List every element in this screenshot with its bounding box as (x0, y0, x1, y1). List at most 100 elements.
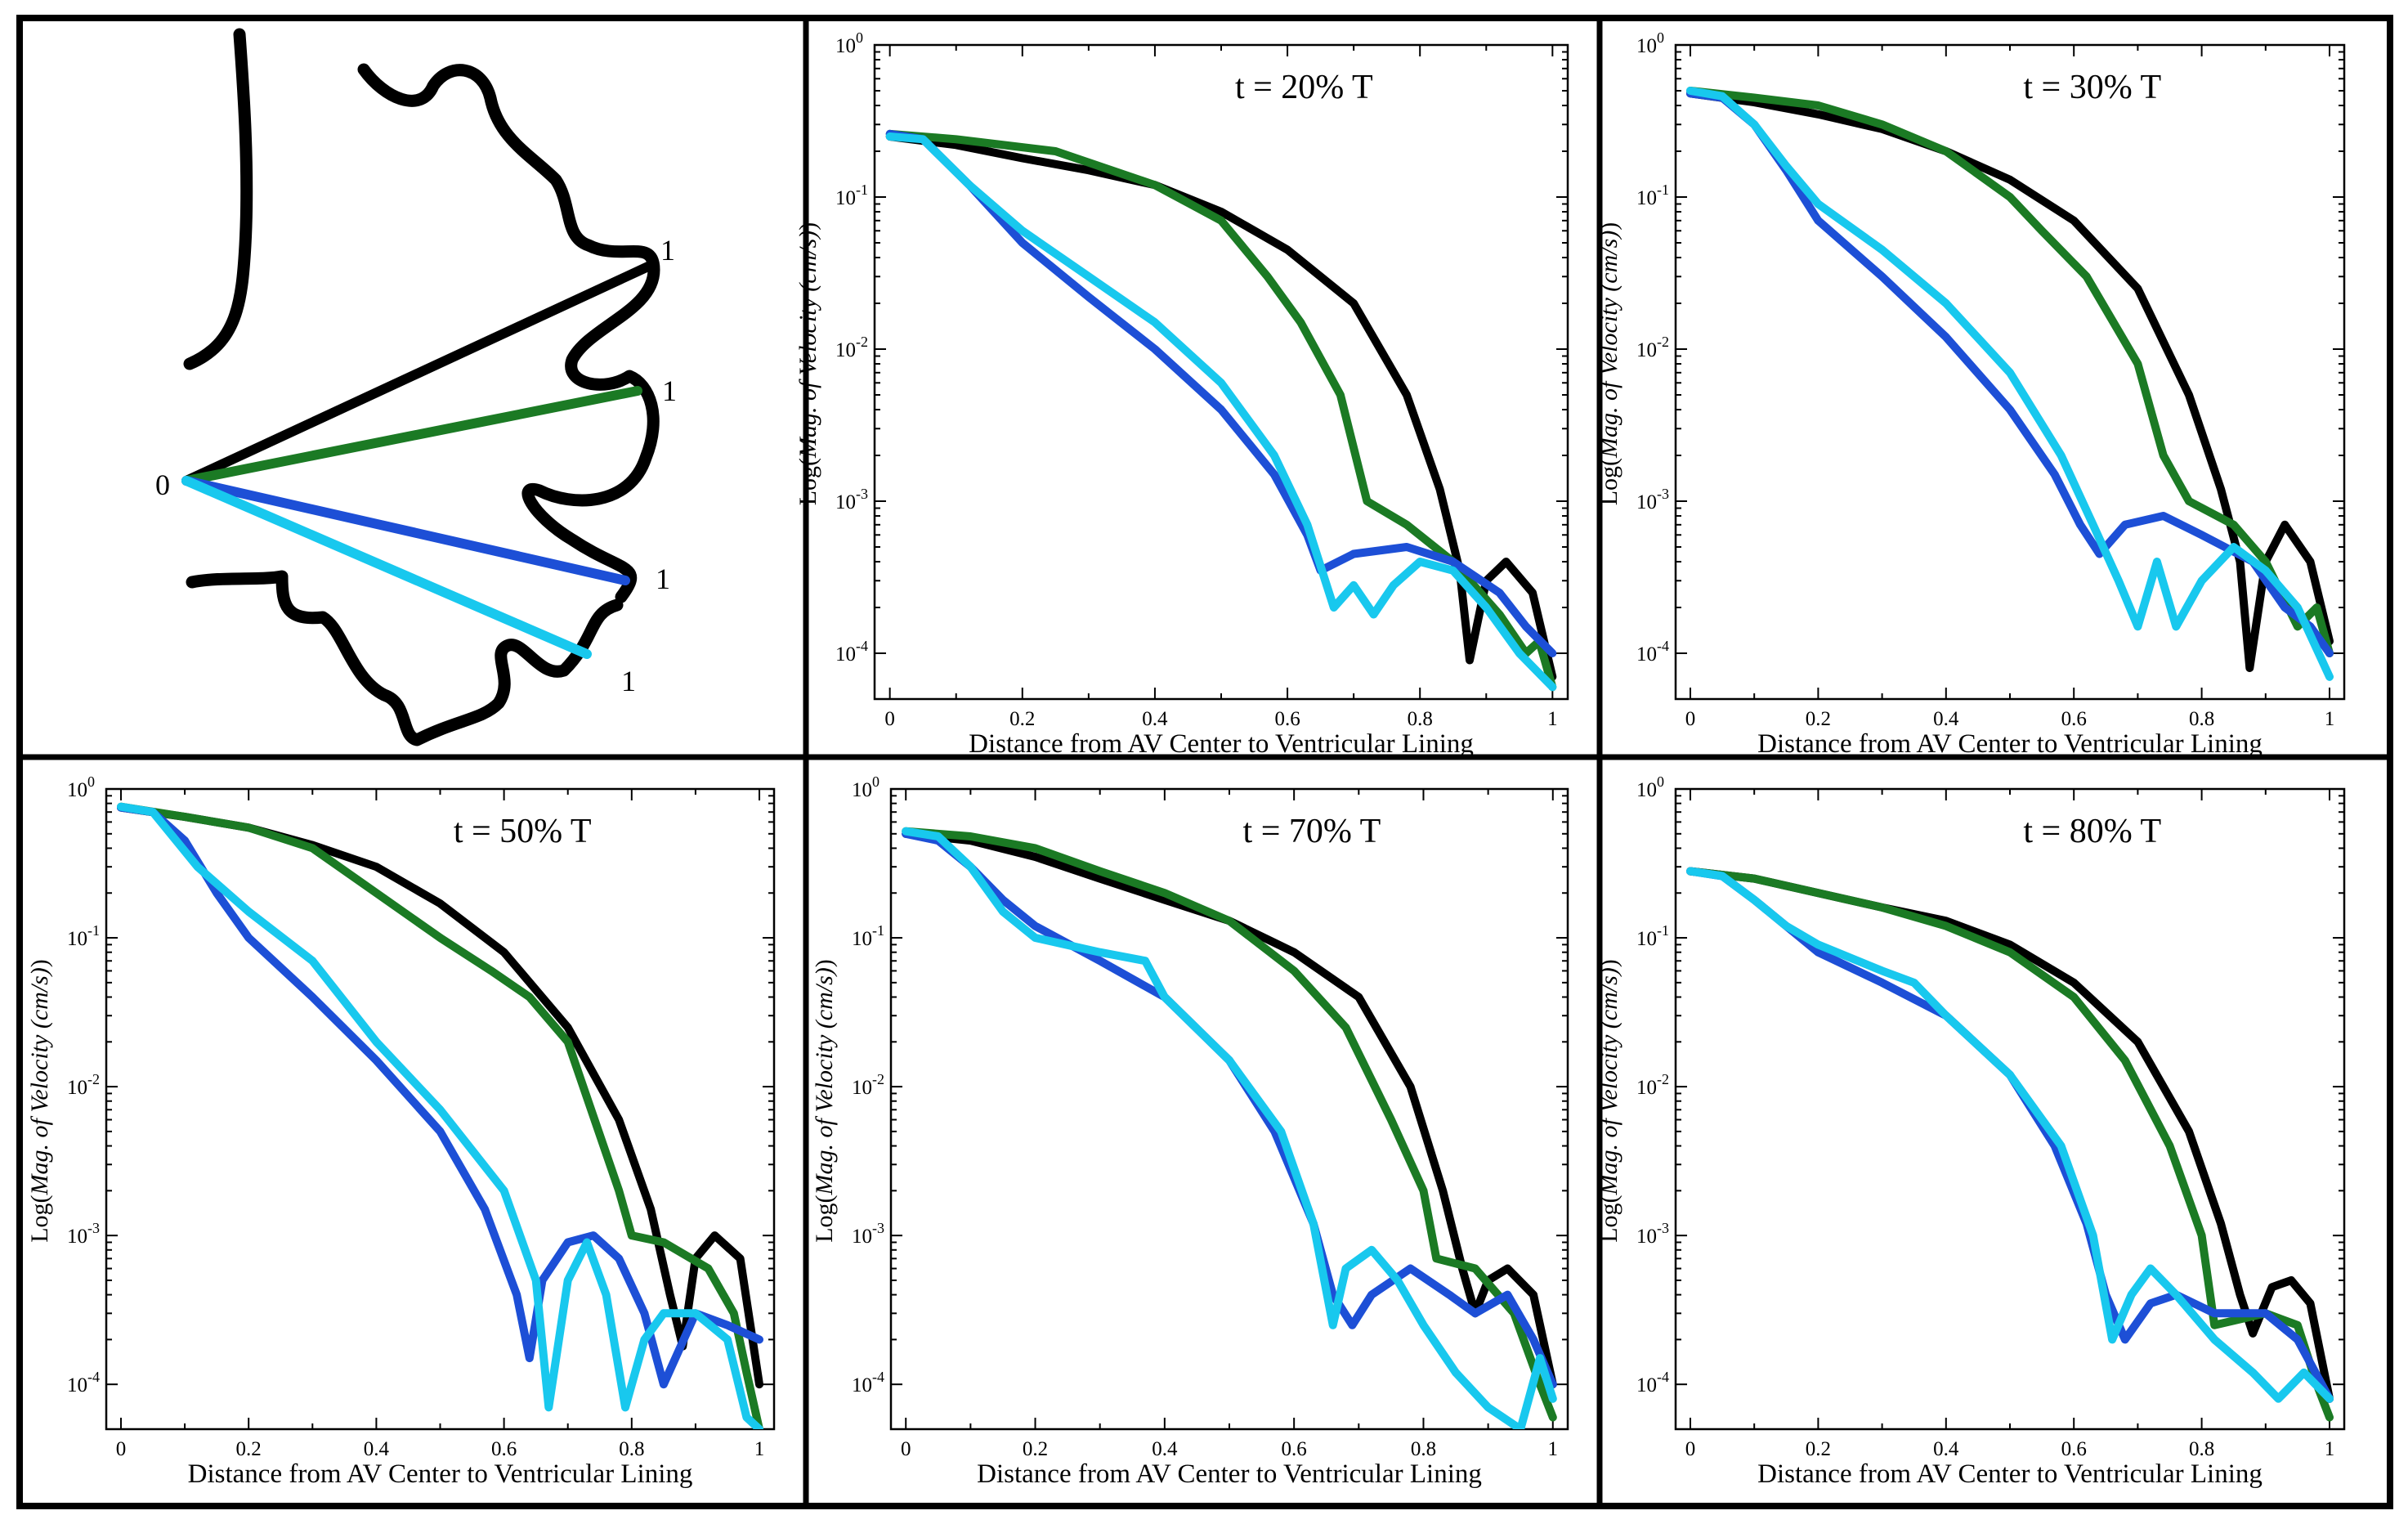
y-tick-label: 100 (67, 773, 95, 801)
chart-panel-3: 10-4 10-3 10-2 10-1 100 0 0.2 0.4 0.6 0.8 1 t = 50%… (26, 773, 776, 1489)
ventricular-lining-upper (357, 63, 660, 603)
x-tick-label: 1 (1548, 1438, 1559, 1460)
x-tick-label: 0 (1685, 708, 1696, 730)
y-tick-label: 10-1 (1636, 182, 1669, 209)
x-tick-label: 0.8 (2189, 1438, 2214, 1460)
x-tick-label: 0.8 (619, 1438, 644, 1460)
x-tick-label: 0 (1685, 1438, 1696, 1460)
panel-title: t = 30% T (2023, 69, 2161, 106)
y-tick-label: 10-1 (1636, 922, 1669, 950)
series-line-blue (117, 803, 763, 1389)
x-tick-label: 0.4 (1142, 708, 1168, 730)
x-tick-label: 1 (2325, 708, 2335, 730)
x-tick-label: 0.6 (1274, 708, 1300, 730)
panel-title: t = 70% T (1243, 813, 1381, 850)
x-tick-label: 0.6 (2061, 708, 2087, 730)
y-tick-label: 10-2 (852, 1071, 884, 1099)
x-tick-label: 0.8 (1408, 708, 1433, 730)
y-tick-label: 10-2 (67, 1071, 100, 1099)
y-tick-label: 10-3 (1636, 1220, 1669, 1248)
x-tick-label: 0.6 (2061, 1438, 2087, 1460)
y-tick-label: 10-1 (852, 922, 884, 950)
ray-black (181, 261, 655, 486)
ray-cyan (181, 476, 592, 659)
end-label-cyan: 1 (621, 665, 636, 697)
chart-panel-2: 10-4 10-3 10-2 10-1 100 0 0.2 0.4 0.6 0.8 1 t = 30%… (1596, 29, 2346, 759)
y-tick-label: 10-4 (67, 1369, 100, 1396)
y-tick-label: 10-4 (835, 638, 868, 666)
y-tick-label: 10-1 (67, 922, 100, 950)
x-tick-label: 0 (884, 708, 895, 730)
series-line-green (117, 802, 763, 1429)
figure-frame (16, 15, 2393, 1509)
y-axis-label: Log(Mag. of Velocity (cm/s)) (794, 222, 821, 506)
x-tick-label: 0.2 (1009, 708, 1035, 730)
series-line-green (885, 129, 1557, 692)
end-label-green: 1 (662, 374, 677, 407)
x-tick-label: 0 (116, 1438, 127, 1460)
x-tick-label: 0.2 (1806, 1438, 1831, 1460)
y-tick-label: 100 (835, 29, 863, 57)
origin-label: 0 (155, 468, 170, 501)
end-label-blue: 1 (656, 563, 670, 595)
panel-title: t = 80% T (2023, 813, 2161, 850)
x-tick-label: 0.4 (1933, 1438, 1959, 1460)
x-axis-label: Distance from AV Center to Ventricular L… (1757, 1459, 2263, 1489)
y-tick-label: 10-4 (1636, 638, 1669, 666)
y-tick-label: 100 (1636, 773, 1664, 801)
end-label-black: 1 (660, 234, 675, 267)
x-tick-label: 1 (2325, 1438, 2335, 1460)
x-tick-label: 1 (1547, 708, 1558, 730)
y-tick-label: 10-3 (835, 486, 868, 513)
series-line-green (902, 827, 1557, 1422)
x-tick-label: 0.4 (1152, 1438, 1178, 1460)
panel-title: t = 50% T (454, 813, 592, 850)
x-tick-label: 0.8 (1411, 1438, 1436, 1460)
ventricular-lining-lower (186, 570, 624, 746)
x-axis-label: Distance from AV Center to Ventricular L… (977, 1459, 1482, 1489)
y-tick-label: 10-4 (852, 1369, 884, 1396)
y-tick-label: 10-1 (835, 182, 868, 209)
series-line-black (1686, 89, 2334, 672)
series-line-black (885, 132, 1557, 681)
y-tick-label: 10-4 (1636, 1369, 1669, 1396)
ventricle-schematic: 0 1 1 1 1 (155, 28, 677, 746)
series-line-black (902, 829, 1557, 1389)
series-line-cyan (1686, 867, 2334, 1403)
ray-blue (181, 476, 630, 585)
chart-panel-5: 10-4 10-3 10-2 10-1 100 0 0.2 0.4 0.6 0.8 1 t = 80%… (1596, 773, 2346, 1489)
panel-title: t = 20% T (1235, 69, 1373, 106)
x-axis-label: Distance from AV Center to Ventricular L… (969, 729, 1474, 759)
x-tick-label: 0.6 (491, 1438, 517, 1460)
x-axis-label: Distance from AV Center to Ventricular L… (188, 1459, 693, 1489)
series-line-green (1686, 867, 2334, 1422)
x-axis-label: Distance from AV Center to Ventricular L… (1757, 729, 2263, 759)
y-axis-label: Log(Mag. of Velocity (cm/s)) (1596, 959, 1622, 1243)
x-tick-label: 0.2 (1023, 1438, 1048, 1460)
series-line-cyan (1686, 87, 2334, 681)
x-tick-label: 0.6 (1282, 1438, 1307, 1460)
x-tick-label: 0.2 (1806, 708, 1831, 730)
y-axis-label: Log(Mag. of Velocity (cm/s)) (811, 959, 838, 1243)
y-axis-label: Log(Mag. of Velocity (cm/s)) (1596, 222, 1622, 506)
x-tick-label: 1 (754, 1438, 765, 1460)
series-line-blue (885, 129, 1557, 657)
series-line-cyan (117, 802, 763, 1429)
y-tick-label: 100 (1636, 29, 1664, 57)
series-line-cyan (885, 132, 1557, 692)
y-tick-label: 10-3 (852, 1220, 884, 1248)
y-tick-label: 100 (852, 773, 880, 801)
y-tick-label: 10-2 (1636, 1071, 1669, 1099)
x-tick-label: 0.2 (236, 1438, 262, 1460)
x-tick-label: 0.4 (364, 1438, 390, 1460)
x-tick-label: 0 (901, 1438, 911, 1460)
y-tick-label: 10-2 (835, 334, 868, 361)
series-line-cyan (902, 827, 1557, 1429)
x-tick-label: 0.4 (1933, 708, 1959, 730)
chart-panel-4: 10-4 10-3 10-2 10-1 100 0 0.2 0.4 0.6 0.8 1 t = 70%… (811, 773, 1569, 1489)
aortic-wall-left (183, 28, 253, 370)
y-tick-label: 10-3 (1636, 486, 1669, 513)
y-tick-label: 10-3 (67, 1220, 100, 1248)
